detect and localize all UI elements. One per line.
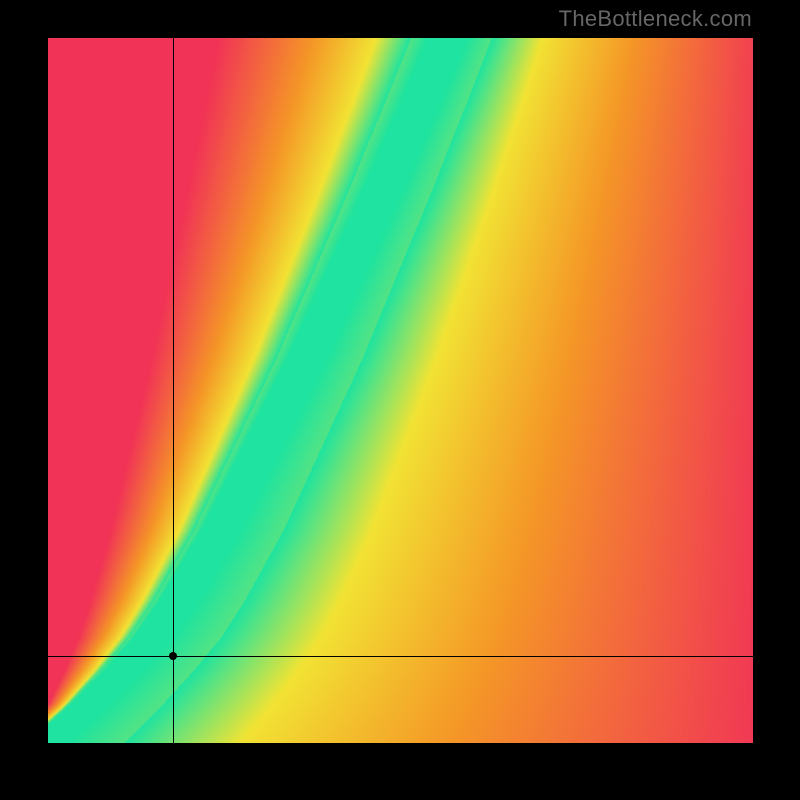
crosshair-vertical — [173, 38, 174, 743]
crosshair-horizontal — [48, 656, 753, 657]
chart-frame: TheBottleneck.com — [0, 0, 800, 800]
selection-marker — [169, 652, 177, 660]
bottleneck-heatmap — [48, 38, 753, 743]
watermark-text: TheBottleneck.com — [559, 6, 752, 32]
